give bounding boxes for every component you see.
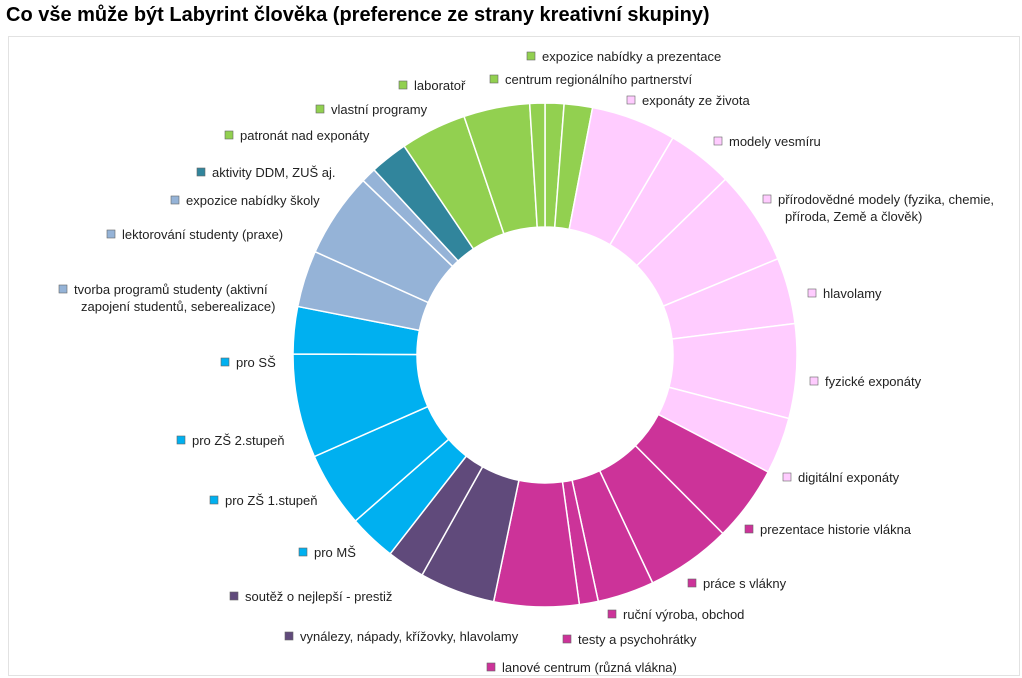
legend-marker-21 [106, 229, 116, 239]
legend-marker-3 [626, 95, 636, 105]
label-text-26: laboratoř [414, 78, 466, 93]
slice-26 [528, 102, 546, 229]
legend-marker-18 [176, 435, 186, 445]
label-text-21: lektorování studenty (praxe) [122, 227, 283, 242]
data-label-4: modely vesmíru [713, 134, 821, 149]
data-label-20: tvorba programů studenty (aktivní zapojen… [58, 282, 275, 314]
legend-marker-9 [744, 524, 754, 534]
data-label-25: vlastní programy [315, 102, 428, 117]
label-text-16: pro MŠ [314, 545, 356, 560]
legend-marker-7 [809, 376, 819, 386]
label-text-11: ruční výroba, obchod [623, 607, 744, 622]
label-text-18: pro ZŠ 2.stupeň [192, 433, 285, 448]
legend-marker-6 [807, 288, 817, 298]
label-text-10: práce s vlákny [703, 576, 787, 591]
slices-group [292, 102, 798, 608]
legend-marker-4 [713, 136, 723, 146]
legend-marker-24 [224, 130, 234, 140]
label-text-25: vlastní programy [331, 102, 428, 117]
label-text-1: expozice nabídky a prezentace [542, 49, 721, 64]
label-text-13: lanové centrum (různá vlákna) [502, 660, 677, 675]
data-label-21: lektorování studenty (praxe) [106, 227, 283, 242]
data-label-23: aktivity DDM, ZUŠ aj. [196, 165, 336, 180]
labels-group: expozice nabídky a prezentace centrum reg… [58, 49, 994, 675]
legend-marker-10 [687, 578, 697, 588]
legend-marker-26 [398, 80, 408, 90]
data-label-15: soutěž o nejlepší - prestiž [229, 589, 392, 604]
data-label-12: testy a psychohrátky [562, 632, 697, 647]
chart-title: Co vše může být Labyrint člověka (prefer… [6, 4, 710, 26]
legend-marker-14 [284, 631, 294, 641]
label-text-22: expozice nabídky školy [186, 193, 320, 208]
data-label-17: pro ZŠ 1.stupeň [209, 493, 318, 508]
data-label-9: prezentace historie vlákna [744, 522, 912, 537]
label-text-20: tvorba programů studenty (aktivní zapojen… [74, 282, 275, 314]
legend-marker-25 [315, 104, 325, 114]
legend-marker-5 [762, 194, 772, 204]
legend-marker-17 [209, 495, 219, 505]
data-label-16: pro MŠ [298, 545, 356, 560]
label-text-5: přírodovědné modely (fyzika, chemie, přír… [778, 192, 994, 224]
label-text-19: pro SŠ [236, 355, 276, 370]
legend-marker-15 [229, 591, 239, 601]
label-text-2: centrum regionálního partnerství [505, 72, 693, 87]
legend-marker-16 [298, 547, 308, 557]
data-label-26: laboratoř [398, 78, 466, 93]
label-text-12: testy a psychohrátky [578, 632, 697, 647]
data-label-19: pro SŠ [220, 355, 276, 370]
data-label-2: centrum regionálního partnerství [489, 72, 693, 87]
data-label-1: expozice nabídky a prezentace [526, 49, 721, 64]
label-text-8: digitální exponáty [798, 470, 900, 485]
legend-marker-1 [526, 51, 536, 61]
data-label-13: lanové centrum (různá vlákna) [486, 660, 677, 675]
legend-marker-23 [196, 167, 206, 177]
data-label-24: patronát nad exponáty [224, 128, 370, 143]
legend-marker-22 [170, 195, 180, 205]
label-text-15: soutěž o nejlepší - prestiž [245, 589, 392, 604]
data-label-11: ruční výroba, obchod [607, 607, 744, 622]
data-label-5: přírodovědné modely (fyzika, chemie, přír… [762, 192, 994, 224]
label-text-3: exponáty ze života [642, 93, 750, 108]
data-label-3: exponáty ze života [626, 93, 750, 108]
legend-marker-12 [562, 634, 572, 644]
data-label-10: práce s vlákny [687, 576, 787, 591]
legend-marker-2 [489, 74, 499, 84]
label-text-23: aktivity DDM, ZUŠ aj. [212, 165, 336, 180]
data-label-8: digitální exponáty [782, 470, 900, 485]
data-label-22: expozice nabídky školy [170, 193, 320, 208]
legend-marker-19 [220, 357, 230, 367]
data-label-14: vynálezy, nápady, křížovky, hlavolamy [284, 629, 519, 644]
data-label-18: pro ZŠ 2.stupeň [176, 433, 285, 448]
label-text-14: vynálezy, nápady, křížovky, hlavolamy [300, 629, 519, 644]
label-text-6: hlavolamy [823, 286, 882, 301]
chart-area: expozice nabídky a prezentace centrum reg… [8, 36, 1020, 676]
legend-marker-20 [58, 284, 68, 294]
data-label-7: fyzické exponáty [809, 374, 922, 389]
label-text-9: prezentace historie vlákna [760, 522, 912, 537]
doughnut-chart: expozice nabídky a prezentace centrum reg… [58, 49, 994, 675]
legend-marker-8 [782, 472, 792, 482]
label-text-4: modely vesmíru [729, 134, 821, 149]
legend-marker-13 [486, 662, 496, 672]
label-text-7: fyzické exponáty [825, 374, 922, 389]
data-label-6: hlavolamy [807, 286, 882, 301]
legend-marker-11 [607, 609, 617, 619]
label-text-24: patronát nad exponáty [240, 128, 370, 143]
label-text-17: pro ZŠ 1.stupeň [225, 493, 318, 508]
